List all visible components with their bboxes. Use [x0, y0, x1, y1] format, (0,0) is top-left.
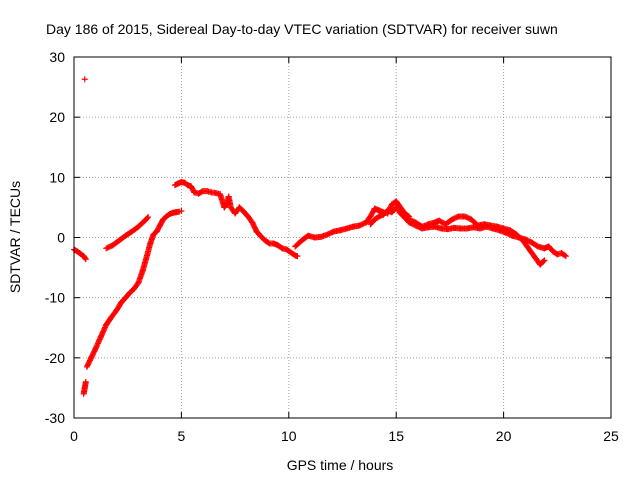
y-tick-label: 10 [49, 169, 65, 185]
series-seg6 [292, 198, 413, 250]
y-tick-label: -20 [45, 350, 65, 366]
data-point [294, 253, 301, 260]
series-seg9 [406, 213, 548, 268]
x-axis-label: GPS time / hours [287, 457, 394, 473]
x-tick-label: 20 [496, 428, 512, 444]
y-tick-label: 0 [57, 230, 65, 246]
data-point [91, 347, 98, 354]
ticks: 0 5 10 15 20 25 -30 -20 -10 0 10 20 30 [45, 49, 619, 444]
outlier-point [178, 208, 185, 215]
data-points [71, 76, 569, 397]
series-seg1 [71, 246, 89, 263]
data-point [82, 256, 89, 263]
series-seg7 [367, 204, 413, 228]
x-tick-label: 10 [281, 428, 297, 444]
y-tick-label: 30 [49, 49, 65, 65]
data-point [82, 255, 89, 262]
x-tick-label: 0 [70, 428, 78, 444]
data-point [82, 378, 89, 385]
y-axis-label: SDTVAR / TECUs [7, 181, 23, 293]
data-point [562, 253, 569, 260]
data-point [144, 214, 151, 221]
y-tick-label: -30 [45, 410, 65, 426]
series-seg2 [80, 378, 89, 397]
outlier-point [81, 76, 88, 83]
y-tick-label: 20 [49, 109, 65, 125]
chart-title: Day 186 of 2015, Sidereal Day-to-day VTE… [46, 21, 558, 37]
y-tick-label: -10 [45, 290, 65, 306]
x-tick-label: 5 [178, 428, 186, 444]
series-seg3 [83, 208, 183, 370]
x-tick-label: 25 [603, 428, 619, 444]
x-tick-label: 15 [388, 428, 404, 444]
series-seg4 [103, 214, 152, 252]
data-point [145, 214, 152, 221]
data-point [540, 258, 547, 265]
series-seg5 [171, 179, 301, 260]
data-point [541, 257, 548, 264]
data-point [561, 252, 568, 259]
